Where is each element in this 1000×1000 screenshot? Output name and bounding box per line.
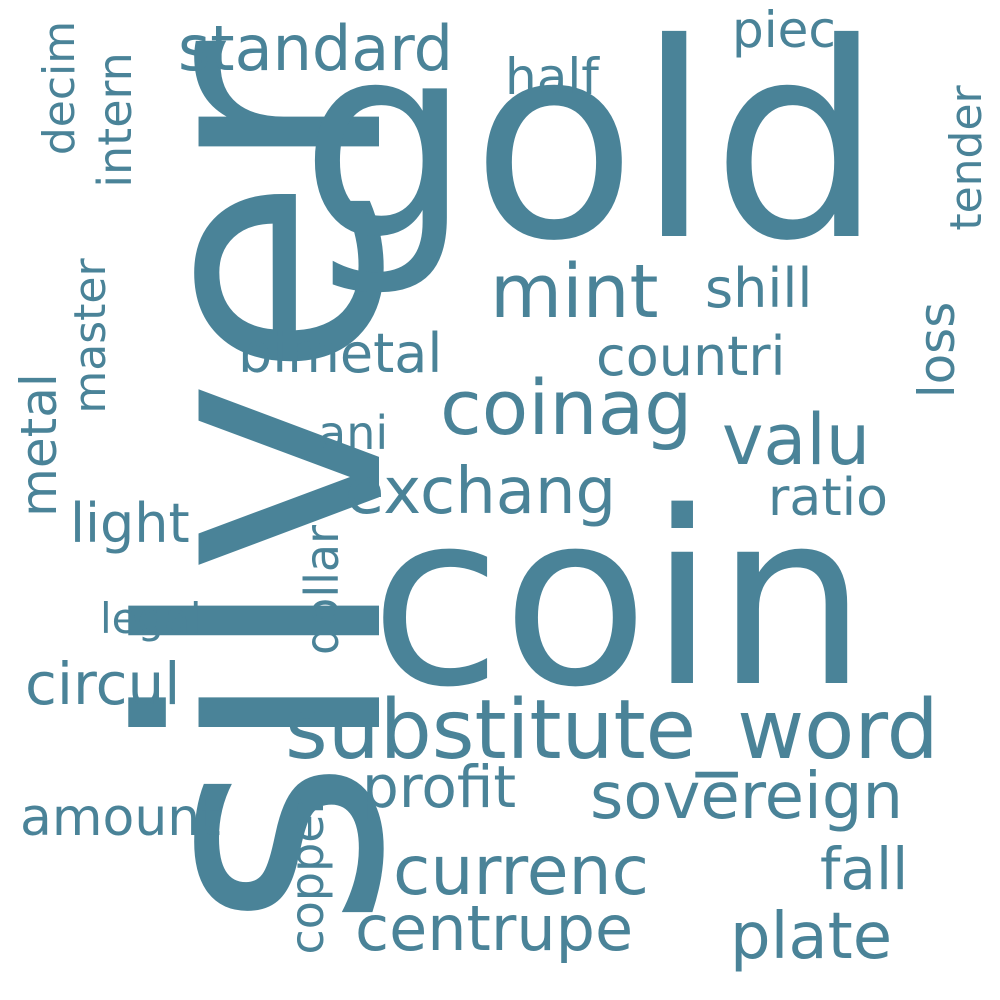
word-tender: tender bbox=[941, 85, 992, 231]
word-amount: amount bbox=[20, 788, 221, 848]
word-light: light bbox=[70, 492, 190, 555]
word-fall: fall bbox=[820, 835, 909, 903]
word-master: master bbox=[65, 258, 116, 414]
word-exchang: exchang bbox=[345, 455, 617, 529]
word-circul: circul bbox=[25, 650, 181, 718]
word-legal: legal bbox=[100, 594, 202, 643]
word-intern: intern bbox=[88, 52, 142, 188]
word-gold: gold bbox=[300, 0, 883, 300]
word-decim: decim bbox=[34, 20, 85, 156]
word-valu: valu bbox=[722, 399, 871, 481]
word-centrupe: centrupe bbox=[355, 892, 634, 965]
word-standard: standard bbox=[178, 12, 454, 85]
word-substitute-word: substitute_word bbox=[285, 683, 939, 778]
word-bimetal: bimetal bbox=[238, 322, 443, 385]
word-metal: metal bbox=[10, 373, 68, 517]
word-plate: plate bbox=[730, 900, 893, 974]
word-profit: profit bbox=[362, 753, 517, 821]
word-loss: loss bbox=[908, 301, 966, 399]
word-coin: coin bbox=[370, 460, 868, 740]
word-currenc: currenc bbox=[393, 832, 650, 911]
word-mint: mint bbox=[490, 249, 659, 335]
word-copper: copper bbox=[280, 795, 334, 955]
word-dollar: dollar bbox=[295, 525, 349, 656]
word-shill: shill bbox=[705, 257, 813, 320]
word-piec: piec bbox=[732, 1, 836, 59]
word-sovereign: sovereign bbox=[590, 760, 903, 834]
word-ratio: ratio bbox=[768, 468, 888, 528]
word-countri: countri bbox=[596, 325, 786, 388]
word-ani: ani bbox=[318, 406, 389, 460]
word-coinag: coinag bbox=[440, 363, 693, 452]
word-half: half bbox=[505, 48, 599, 106]
